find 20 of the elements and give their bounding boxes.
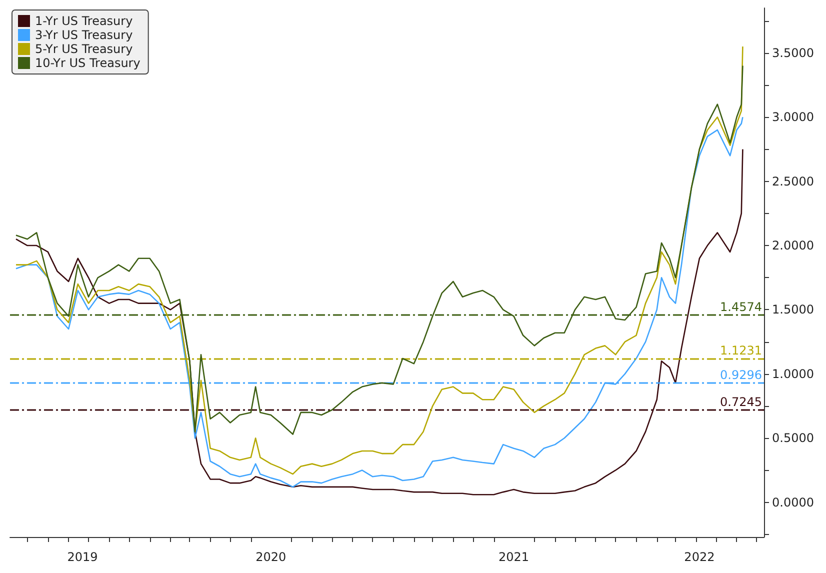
- y-tick-label: 1.0000: [772, 366, 814, 381]
- y-tick-label: 3.0000: [772, 110, 814, 124]
- y-tick-label: 0.0000: [772, 495, 814, 510]
- legend-label: 1-Yr US Treasury: [35, 14, 133, 28]
- y-tick-label: 2.0000: [772, 238, 814, 253]
- x-tick-label: 2022: [684, 550, 715, 564]
- y-tick-label: 3.5000: [772, 46, 814, 60]
- x-tick-label: 2020: [256, 550, 286, 564]
- y-tick-label: 0.5000: [772, 431, 814, 446]
- legend-label: 10-Yr US Treasury: [35, 56, 140, 70]
- legend-label: 3-Yr US Treasury: [35, 28, 133, 42]
- y-tick-label: 2.5000: [772, 174, 814, 188]
- legend-label: 5-Yr US Treasury: [35, 42, 133, 56]
- ref-line-label: 1.1231: [720, 344, 762, 358]
- ref-line-label: 0.9296: [720, 368, 762, 382]
- x-tick-label: 2019: [67, 550, 98, 564]
- ref-line-label: 1.4574: [720, 300, 762, 314]
- ref-line-label: 0.7245: [720, 394, 762, 409]
- x-tick-label: 2021: [498, 550, 530, 564]
- y-tick-label: 1.5000: [772, 302, 814, 317]
